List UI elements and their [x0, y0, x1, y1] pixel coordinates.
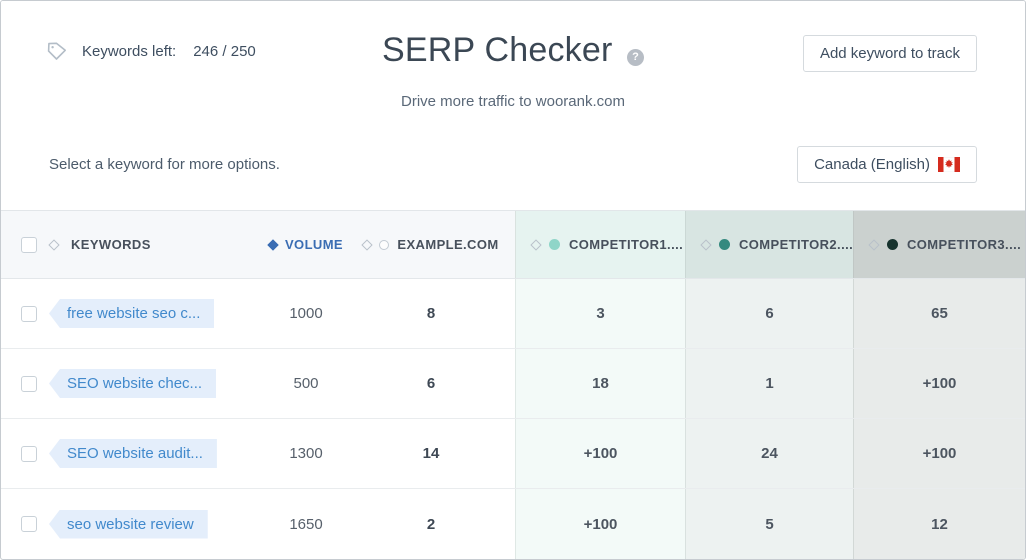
add-keyword-button-label: Add keyword to track	[819, 45, 960, 62]
competitor3-rank-cell: 12	[853, 489, 1025, 559]
help-icon[interactable]: ?	[626, 49, 644, 66]
keyword-tag[interactable]: SEO website chec...	[49, 369, 217, 398]
competitor1-rank-cell: +100	[515, 419, 685, 488]
competitor2-rank-cell: 1	[685, 349, 853, 418]
row-checkbox[interactable]	[21, 305, 37, 322]
column-label-example-com: EXAMPLE.COM	[397, 237, 499, 252]
table-row: SEO website audit... 1300 14 +100 24 +10…	[1, 419, 1025, 489]
example-rank-cell: 14	[422, 445, 440, 462]
page-header: Keywords left: 246 / 250 SERP Checker ? …	[1, 1, 1025, 211]
tag-icon	[47, 42, 66, 60]
title-block: SERP Checker ?	[1, 31, 1025, 70]
locale-selector-button[interactable]: Canada (English)	[797, 146, 977, 183]
keyword-tag[interactable]: free website seo c...	[49, 299, 215, 328]
table-header-row: KEYWORDS VOLUME EXAMPLE.COM COMPETITOR1.…	[1, 211, 1025, 279]
row-checkbox[interactable]	[21, 445, 37, 462]
competitor2-rank-cell: 24	[685, 419, 853, 488]
column-header-keywords[interactable]: KEYWORDS	[1, 211, 265, 278]
column-header-example-com[interactable]: EXAMPLE.COM	[347, 211, 515, 278]
add-keyword-button[interactable]: Add keyword to track	[802, 35, 977, 72]
competitor3-color-dot-icon	[887, 239, 898, 250]
competitor2-rank-cell: 6	[685, 279, 853, 348]
locale-button-label: Canada (English)	[814, 156, 930, 173]
keyword-cell: SEO website audit...	[1, 419, 265, 488]
row-checkbox[interactable]	[21, 375, 37, 392]
sort-diamond-icon-active[interactable]	[267, 238, 279, 251]
column-label-keywords: KEYWORDS	[71, 237, 151, 252]
example-rank-cell: 6	[426, 375, 436, 392]
sort-diamond-icon[interactable]	[361, 238, 374, 251]
volume-cell: 1300	[289, 445, 323, 462]
competitor1-rank-cell: +100	[515, 489, 685, 559]
column-label-competitor1: COMPETITOR1....	[569, 237, 684, 252]
column-label-competitor2: COMPETITOR2....	[739, 237, 854, 252]
site-color-ring-icon	[379, 239, 390, 250]
table-row: seo website review 1650 2 +100 5 12	[1, 489, 1025, 559]
example-rank-cell: 8	[426, 305, 436, 322]
column-header-competitor3[interactable]: COMPETITOR3....	[853, 211, 1025, 278]
keywords-table: KEYWORDS VOLUME EXAMPLE.COM COMPETITOR1.…	[1, 211, 1025, 559]
competitor2-rank-cell: 5	[685, 489, 853, 559]
keyword-cell: SEO website chec...	[1, 349, 265, 418]
competitor1-rank-cell: 18	[515, 349, 685, 418]
keyword-tag[interactable]: seo website review	[49, 509, 208, 539]
competitor1-rank-cell: 3	[515, 279, 685, 348]
page-title: SERP Checker	[382, 31, 613, 69]
column-header-competitor1[interactable]: COMPETITOR1....	[515, 211, 685, 278]
row-checkbox[interactable]	[21, 516, 37, 532]
volume-cell: 500	[293, 375, 319, 392]
column-header-competitor2[interactable]: COMPETITOR2....	[685, 211, 853, 278]
competitor2-color-dot-icon	[719, 239, 730, 250]
competitor3-rank-cell: +100	[853, 349, 1025, 418]
keyword-tag[interactable]: SEO website audit...	[49, 439, 217, 468]
column-label-competitor3: COMPETITOR3....	[907, 237, 1022, 252]
competitor3-rank-cell: 65	[853, 279, 1025, 348]
table-row: SEO website chec... 500 6 18 1 +100	[1, 349, 1025, 419]
column-header-volume[interactable]: VOLUME	[265, 211, 347, 278]
sort-diamond-icon[interactable]	[868, 238, 880, 251]
keywords-left-value: 246 / 250	[193, 42, 256, 60]
page-subtitle: Drive more traffic to woorank.com	[401, 93, 625, 110]
selection-hint: Select a keyword for more options.	[49, 156, 280, 173]
sort-diamond-icon[interactable]	[48, 238, 60, 251]
sort-diamond-icon[interactable]	[700, 238, 712, 251]
column-label-volume: VOLUME	[284, 237, 343, 252]
keywords-left-label: Keywords left:	[82, 42, 177, 60]
table-row: free website seo c... 1000 8 3 6 65	[1, 279, 1025, 349]
keyword-cell: free website seo c...	[1, 279, 265, 348]
select-all-checkbox[interactable]	[21, 236, 37, 253]
competitor3-rank-cell: +100	[853, 419, 1025, 488]
volume-cell: 1000	[289, 305, 323, 322]
sort-diamond-icon[interactable]	[530, 238, 542, 251]
keyword-cell: seo website review	[1, 489, 265, 559]
keywords-left-counter: Keywords left: 246 / 250	[45, 39, 256, 63]
volume-cell: 1650	[289, 515, 323, 533]
canada-flag-icon	[938, 157, 960, 172]
example-rank-cell: 2	[426, 515, 436, 533]
competitor1-color-dot-icon	[549, 239, 560, 250]
